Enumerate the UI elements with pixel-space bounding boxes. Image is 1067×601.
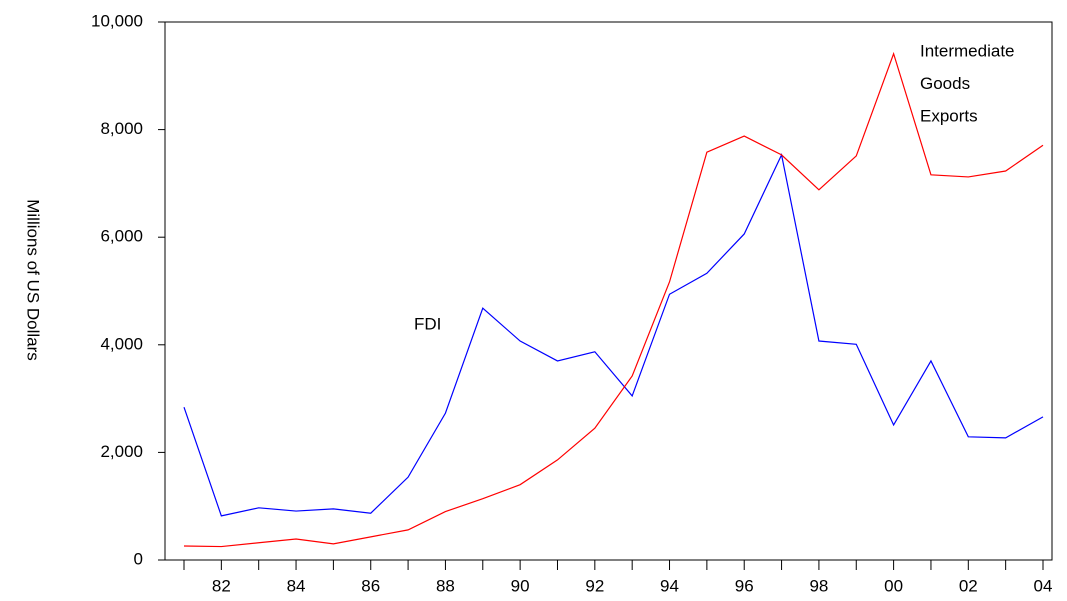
- annotation: Exports: [920, 106, 978, 125]
- x-tick-label: 96: [735, 576, 754, 595]
- x-tick-label: 86: [361, 576, 380, 595]
- data-line: [183, 152, 1044, 517]
- x-tick-label: 90: [511, 576, 530, 595]
- plot-frame: [164, 21, 1053, 561]
- x-tick-label: 02: [959, 576, 978, 595]
- y-axis-label: Millions of US Dollars: [24, 199, 43, 361]
- y-tick-label: 0: [134, 549, 143, 568]
- y-tick-label: 4,000: [100, 334, 143, 353]
- annotation: FDI: [414, 314, 441, 333]
- x-tick-label: 94: [660, 576, 679, 595]
- x-tick-label: 00: [884, 576, 903, 595]
- x-tick-label: 84: [287, 576, 306, 595]
- y-tick-label: 10,000: [91, 11, 143, 30]
- annotation: Intermediate: [920, 41, 1015, 60]
- data-line: [183, 51, 1044, 548]
- x-tick-label: 98: [809, 576, 828, 595]
- y-tick-label: 2,000: [100, 442, 143, 461]
- x-tick-label: 88: [436, 576, 455, 595]
- y-tick-label: 6,000: [100, 227, 143, 246]
- x-tick-label: 04: [1034, 576, 1053, 595]
- annotation: Goods: [920, 74, 970, 93]
- x-tick-label: 92: [585, 576, 604, 595]
- y-tick-label: 8,000: [100, 119, 143, 138]
- x-tick-label: 82: [212, 576, 231, 595]
